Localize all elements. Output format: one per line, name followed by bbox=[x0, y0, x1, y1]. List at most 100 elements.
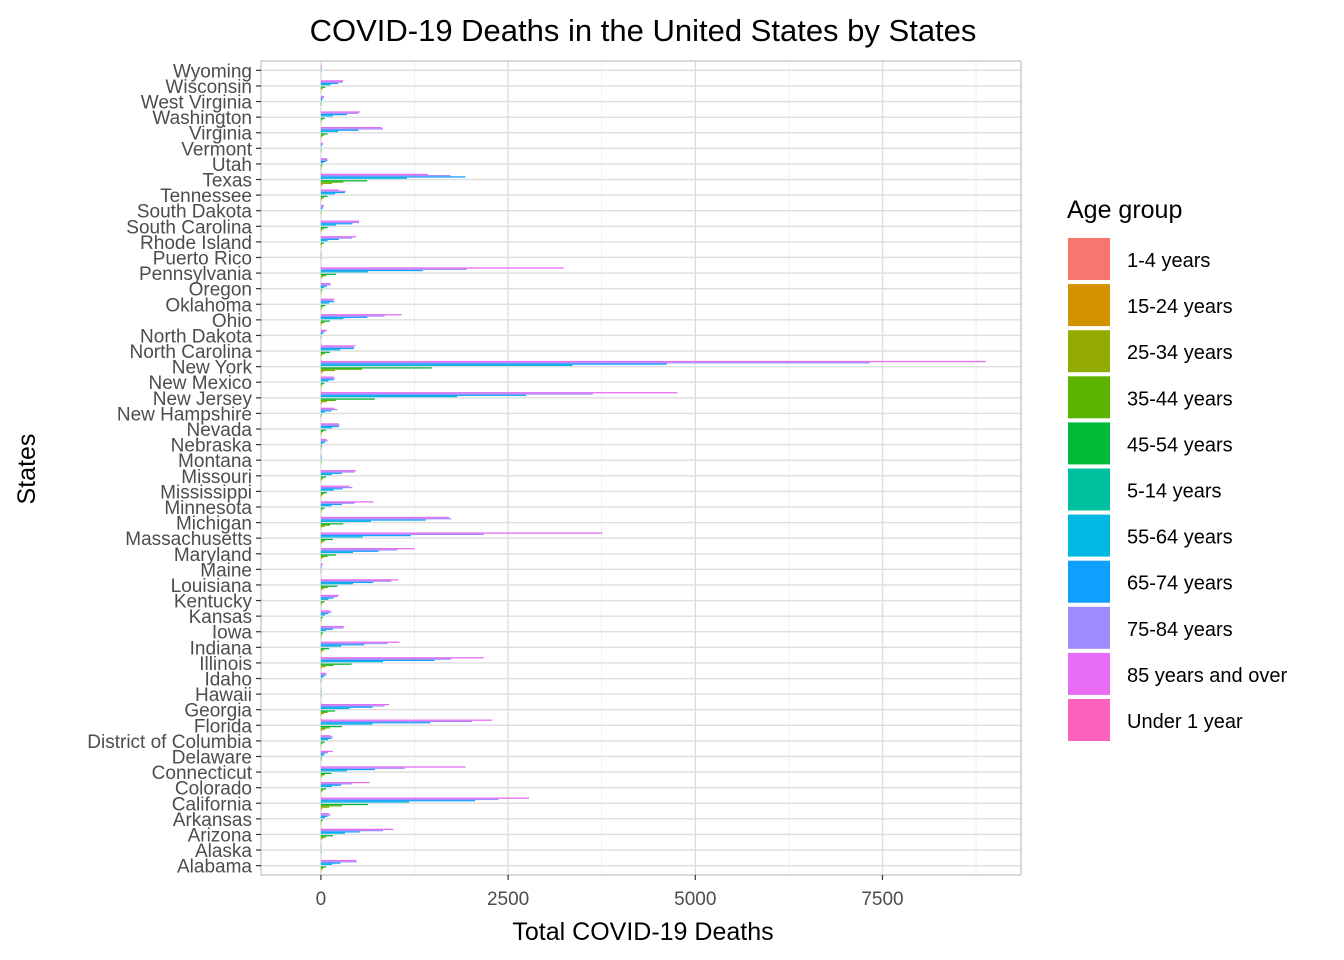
bar-virginia-85-years-and-over bbox=[320, 126, 382, 129]
bar-indiana-35-44-years bbox=[320, 649, 325, 651]
bar-arizona-35-44-years bbox=[320, 836, 327, 838]
bar-georgia-45-54-years bbox=[320, 710, 336, 712]
bar-minnesota-45-54-years bbox=[320, 507, 325, 509]
bar-illinois-25-34-years bbox=[320, 666, 326, 668]
bar-new-york-under-1-year bbox=[320, 359, 322, 361]
bar-california-15-24-years bbox=[320, 807, 323, 810]
legend-swatch bbox=[1068, 284, 1110, 327]
bar-washington-85-years-and-over bbox=[320, 111, 360, 113]
bar-colorado-75-84-years bbox=[320, 783, 353, 785]
bar-ohio-55-64-years bbox=[320, 317, 344, 320]
bar-new-mexico-85-years-and-over bbox=[320, 376, 334, 378]
bar-connecticut-55-64-years bbox=[320, 770, 348, 772]
bar-tennessee-65-74-years bbox=[320, 191, 345, 194]
bar-montana-45-54-years bbox=[320, 460, 322, 463]
y-tick-label: Wyoming bbox=[173, 61, 252, 82]
bar-new-hampshire-25-34-years bbox=[320, 416, 322, 418]
y-tick-label: Kansas bbox=[189, 607, 252, 628]
x-axis-title: Total COVID-19 Deaths bbox=[512, 918, 773, 946]
bar-missouri-75-84-years bbox=[320, 471, 355, 473]
bar-florida-85-years-and-over bbox=[320, 719, 493, 721]
bar-washington-45-54-years bbox=[320, 117, 325, 120]
x-tick-label: 2500 bbox=[487, 889, 529, 910]
bar-alabama-25-34-years bbox=[320, 868, 323, 871]
bar-michigan-55-64-years bbox=[320, 520, 372, 522]
bar-colorado-15-24-years bbox=[320, 792, 322, 794]
bar-idaho-65-74-years bbox=[320, 675, 325, 677]
bar-virginia-55-64-years bbox=[320, 130, 339, 133]
bar-utah-25-34-years bbox=[320, 167, 322, 169]
bar-north-dakota-65-74-years bbox=[320, 332, 324, 334]
bar-new-york-1-4-years bbox=[320, 372, 322, 374]
bar-louisiana-35-44-years bbox=[320, 586, 328, 589]
y-tick-label: New York bbox=[172, 358, 253, 379]
bar-mississippi-25-34-years bbox=[320, 494, 323, 496]
y-tick-label: Oregon bbox=[189, 280, 252, 301]
bar-texas-15-24-years bbox=[320, 183, 323, 186]
bar-west-virginia-45-54-years bbox=[320, 102, 322, 104]
bar-vermont-35-44-years bbox=[320, 150, 322, 152]
bar-oregon-35-44-years bbox=[320, 290, 322, 292]
bar-connecticut-85-years-and-over bbox=[320, 766, 466, 768]
bar-arkansas-55-64-years bbox=[320, 816, 326, 819]
bar-missouri-35-44-years bbox=[320, 477, 324, 479]
bar-new-mexico-65-74-years bbox=[320, 379, 334, 381]
bar-new-york-25-34-years bbox=[320, 369, 336, 372]
bar-arizona-25-34-years bbox=[320, 837, 324, 839]
bar-maine-85-years-and-over bbox=[320, 563, 324, 565]
bar-south-carolina-85-years-and-over bbox=[320, 220, 360, 222]
y-tick-label: Vermont bbox=[181, 139, 252, 160]
bar-nebraska-75-84-years bbox=[320, 440, 328, 442]
bar-georgia-85-years-and-over bbox=[320, 703, 390, 706]
bar-florida-65-74-years bbox=[320, 722, 431, 724]
legend-label: 85 years and over bbox=[1127, 665, 1287, 687]
bar-tennessee-55-64-years bbox=[320, 193, 336, 195]
bar-north-carolina-45-54-years bbox=[320, 351, 330, 353]
bar-new-jersey-1-4-years bbox=[320, 403, 322, 405]
bar-texas-35-44-years bbox=[320, 181, 344, 183]
bar-wyoming-85-years-and-over bbox=[320, 64, 322, 66]
bar-alabama-85-years-and-over bbox=[320, 859, 357, 862]
y-tick-label: District of Columbia bbox=[87, 732, 252, 753]
bar-delaware-65-74-years bbox=[320, 753, 326, 755]
bar-arkansas-25-34-years bbox=[320, 822, 322, 824]
bar-tennessee-35-44-years bbox=[320, 197, 324, 199]
bar-iowa-45-54-years bbox=[320, 632, 324, 634]
bar-west-virginia-75-84-years bbox=[320, 97, 324, 99]
y-tick-label: West Virginia bbox=[141, 93, 253, 114]
bar-new-hampshire-65-74-years bbox=[320, 410, 332, 412]
bar-washington-65-74-years bbox=[320, 113, 348, 116]
bar-georgia-under-1-year bbox=[320, 702, 322, 704]
legend-swatch bbox=[1068, 422, 1110, 465]
bar-puerto-rico-75-84-years bbox=[320, 253, 322, 255]
bar-massachusetts-75-84-years bbox=[320, 533, 485, 535]
bar-minnesota-85-years-and-over bbox=[320, 501, 374, 503]
bar-idaho-35-44-years bbox=[320, 680, 322, 682]
bar-ohio-45-54-years bbox=[320, 320, 330, 322]
bar-new-jersey-65-74-years bbox=[320, 394, 527, 396]
bar-district-of-columbia-65-74-years bbox=[320, 737, 332, 739]
bar-missouri-65-74-years bbox=[320, 472, 342, 474]
bar-new-hampshire-55-64-years bbox=[320, 411, 325, 413]
bar-michigan-35-44-years bbox=[320, 524, 330, 526]
bar-colorado-45-54-years bbox=[320, 788, 327, 790]
y-tick-label: Missouri bbox=[181, 467, 252, 488]
bar-texas-55-64-years bbox=[320, 177, 408, 179]
bar-missouri-45-54-years bbox=[320, 476, 327, 478]
bar-arizona-85-years-and-over bbox=[320, 828, 394, 830]
bar-colorado-55-64-years bbox=[320, 785, 333, 788]
bar-virginia-35-44-years bbox=[320, 134, 324, 136]
y-tick-label: Utah bbox=[212, 155, 252, 176]
bar-ohio-75-84-years bbox=[320, 315, 385, 317]
bar-connecticut-35-44-years bbox=[320, 773, 326, 776]
y-tick-label: Indiana bbox=[190, 638, 253, 659]
bar-wisconsin-25-34-years bbox=[320, 89, 322, 91]
bar-alaska-45-54-years bbox=[320, 850, 322, 852]
bar-kentucky-25-34-years bbox=[320, 603, 322, 606]
y-tick-label: Minnesota bbox=[164, 498, 252, 519]
bar-minnesota-25-34-years bbox=[320, 510, 322, 512]
bar-utah-35-44-years bbox=[320, 165, 322, 168]
bar-pennsylvania-85-years-and-over bbox=[320, 267, 564, 269]
legend-swatch bbox=[1068, 376, 1110, 419]
